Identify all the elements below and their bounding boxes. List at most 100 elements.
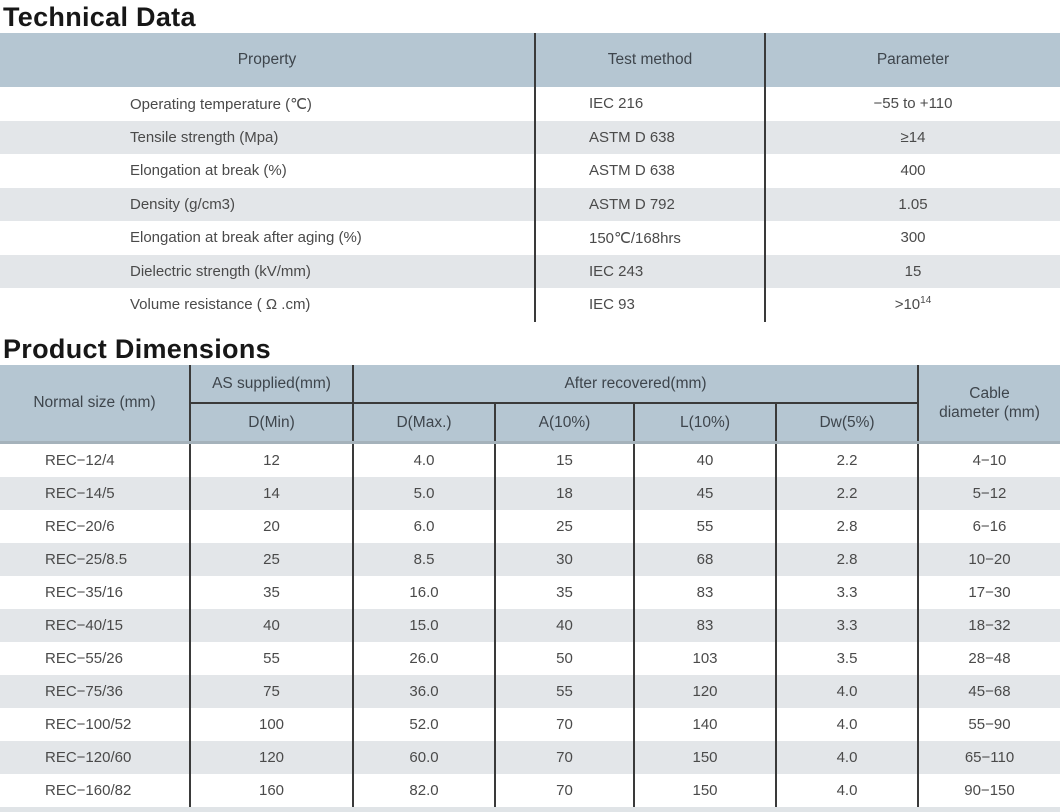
cell-a10: 70 xyxy=(494,773,634,807)
column-header-a10: A(10%) xyxy=(494,402,634,442)
cell-dw5: 4.0 xyxy=(775,773,918,807)
cell-l10: 55 xyxy=(633,509,776,543)
cell-cable-diameter: 5−12 xyxy=(917,476,1060,510)
technical-header-row: Property Test method Parameter xyxy=(0,33,1060,87)
cell-normal-size: REC−160/82 xyxy=(45,781,132,799)
cell-d-max: 16.0 xyxy=(352,575,495,609)
bottom-edge-strip xyxy=(0,806,1060,812)
cell-d-min: 35 xyxy=(189,575,353,609)
cell-l10: 150 xyxy=(633,740,776,774)
cell-cable-diameter: 55−90 xyxy=(917,707,1060,741)
column-header-property: Property xyxy=(0,33,535,87)
cell-l10: 150 xyxy=(633,773,776,807)
cell-property: Elongation at break after aging (%) xyxy=(130,229,362,247)
cell-a10: 55 xyxy=(494,674,634,708)
dimensions-header-row-2: D(Min) D(Max.) A(10%) L(10%) Dw(5%) xyxy=(0,402,1060,442)
superscript: 14 xyxy=(920,295,932,307)
cell-dw5: 2.8 xyxy=(775,509,918,543)
table-row: Elongation at break (%) ASTM D 638 400 xyxy=(0,154,1060,188)
cell-l10: 45 xyxy=(633,476,776,510)
cell-test-method: ASTM D 638 xyxy=(534,120,765,154)
cell-d-max: 8.5 xyxy=(352,542,495,576)
cell-parameter: 300 xyxy=(764,221,1060,255)
cell-cable-diameter: 17−30 xyxy=(917,575,1060,609)
cell-property: Density (g/cm3) xyxy=(130,195,236,213)
cell-parameter: 400 xyxy=(764,154,1060,188)
cell-d-min: 40 xyxy=(189,608,353,642)
cell-a10: 18 xyxy=(494,476,634,510)
cell-l10: 103 xyxy=(633,641,776,675)
technical-table-header: Property Test method Parameter xyxy=(0,33,1060,87)
cell-d-min: 120 xyxy=(189,740,353,774)
table-row: Volume resistance ( Ω .cm) IEC 93 >1014 xyxy=(0,288,1060,322)
cell-a10: 25 xyxy=(494,509,634,543)
cell-cable-diameter: 45−68 xyxy=(917,674,1060,708)
cell-parameter: 1.05 xyxy=(764,187,1060,221)
cell-l10: 83 xyxy=(633,608,776,642)
cell-test-method: ASTM D 638 xyxy=(534,154,765,188)
table-row: Tensile strength (Mpa) ASTM D 638 ≥14 xyxy=(0,120,1060,154)
cell-l10: 120 xyxy=(633,674,776,708)
product-dimensions-table: Normal size (mm) AS supplied(mm) After r… xyxy=(0,364,1060,807)
table-row: REC−160/82 160 82.0 70 150 4.0 90−150 xyxy=(0,773,1060,807)
cell-dw5: 3.3 xyxy=(775,608,918,642)
cell-d-min: 75 xyxy=(189,674,353,708)
cell-cable-diameter: 10−20 xyxy=(917,542,1060,576)
table-row: Elongation at break after aging (%) 150℃/… xyxy=(0,221,1060,255)
table-row: REC−40/15 40 15.0 40 83 3.3 18−32 xyxy=(0,608,1060,642)
cell-dw5: 4.0 xyxy=(775,740,918,774)
technical-table-body: Operating temperature (℃) IEC 216 −55 to +… xyxy=(0,87,1060,322)
cell-normal-size: REC−12/4 xyxy=(45,451,115,469)
cell-normal-size: REC−75/36 xyxy=(45,682,123,700)
cell-d-min: 25 xyxy=(189,542,353,576)
column-header-test-method: Test method xyxy=(534,33,765,87)
cell-parameter: ≥14 xyxy=(764,120,1060,154)
dimensions-table-body: REC−12/4 12 4.0 15 40 2.2 4−10 REC−14/5 14 5.0 18 4… xyxy=(0,442,1060,807)
cell-l10: 68 xyxy=(633,542,776,576)
cell-property: Operating temperature (℃) xyxy=(130,95,312,113)
cell-cable-diameter: 4−10 xyxy=(917,442,1060,477)
column-header-as-supplied: AS supplied(mm) xyxy=(189,364,353,404)
cell-normal-size: REC−100/52 xyxy=(45,715,132,733)
cell-parameter: >1014 xyxy=(764,288,1060,322)
cell-a10: 30 xyxy=(494,542,634,576)
table-row: REC−35/16 35 16.0 35 83 3.3 17−30 xyxy=(0,575,1060,609)
cell-test-method: ASTM D 792 xyxy=(534,187,765,221)
dimensions-table-header: Normal size (mm) AS supplied(mm) After r… xyxy=(0,364,1060,442)
dimensions-header-row-1: Normal size (mm) AS supplied(mm) After r… xyxy=(0,364,1060,442)
table-row: Operating temperature (℃) IEC 216 −55 to +… xyxy=(0,87,1060,121)
column-header-cable-diameter: Cable diameter (mm) xyxy=(917,364,1060,442)
cell-dw5: 4.0 xyxy=(775,707,918,741)
table-row: REC−12/4 12 4.0 15 40 2.2 4−10 xyxy=(0,442,1060,477)
cell-dw5: 2.2 xyxy=(775,442,918,477)
column-header-parameter: Parameter xyxy=(764,33,1060,87)
cell-d-max: 15.0 xyxy=(352,608,495,642)
cell-property: Elongation at break (%) xyxy=(130,162,287,180)
column-header-normal-size: Normal size (mm) xyxy=(0,364,190,442)
cell-test-method: IEC 93 xyxy=(534,288,765,322)
cell-d-min: 100 xyxy=(189,707,353,741)
cell-a10: 50 xyxy=(494,641,634,675)
column-header-d-min: D(Min) xyxy=(189,402,353,442)
cell-normal-size: REC−25/8.5 xyxy=(45,550,128,568)
cell-normal-size: REC−35/16 xyxy=(45,583,123,601)
column-header-l10: L(10%) xyxy=(633,402,776,442)
cell-normal-size: REC−14/5 xyxy=(45,484,115,502)
cable-diameter-line2: diameter (mm) xyxy=(939,403,1040,421)
cell-cable-diameter: 65−110 xyxy=(917,740,1060,774)
cell-test-method: IEC 243 xyxy=(534,254,765,288)
product-dimensions-title: Product Dimensions xyxy=(3,333,271,364)
table-row: REC−75/36 75 36.0 55 120 4.0 45−68 xyxy=(0,674,1060,708)
cell-parameter: −55 to +110 xyxy=(764,87,1060,121)
cell-normal-size: REC−55/26 xyxy=(45,649,123,667)
technical-data-table: Property Test method Parameter Operating… xyxy=(0,33,1060,322)
cell-a10: 70 xyxy=(494,740,634,774)
cell-cable-diameter: 18−32 xyxy=(917,608,1060,642)
table-row: REC−55/26 55 26.0 50 103 3.5 28−48 xyxy=(0,641,1060,675)
cell-d-min: 20 xyxy=(189,509,353,543)
cell-cable-diameter: 90−150 xyxy=(917,773,1060,807)
column-header-dw5: Dw(5%) xyxy=(775,402,918,442)
cell-test-method: IEC 216 xyxy=(534,87,765,121)
cell-d-min: 12 xyxy=(189,442,353,477)
